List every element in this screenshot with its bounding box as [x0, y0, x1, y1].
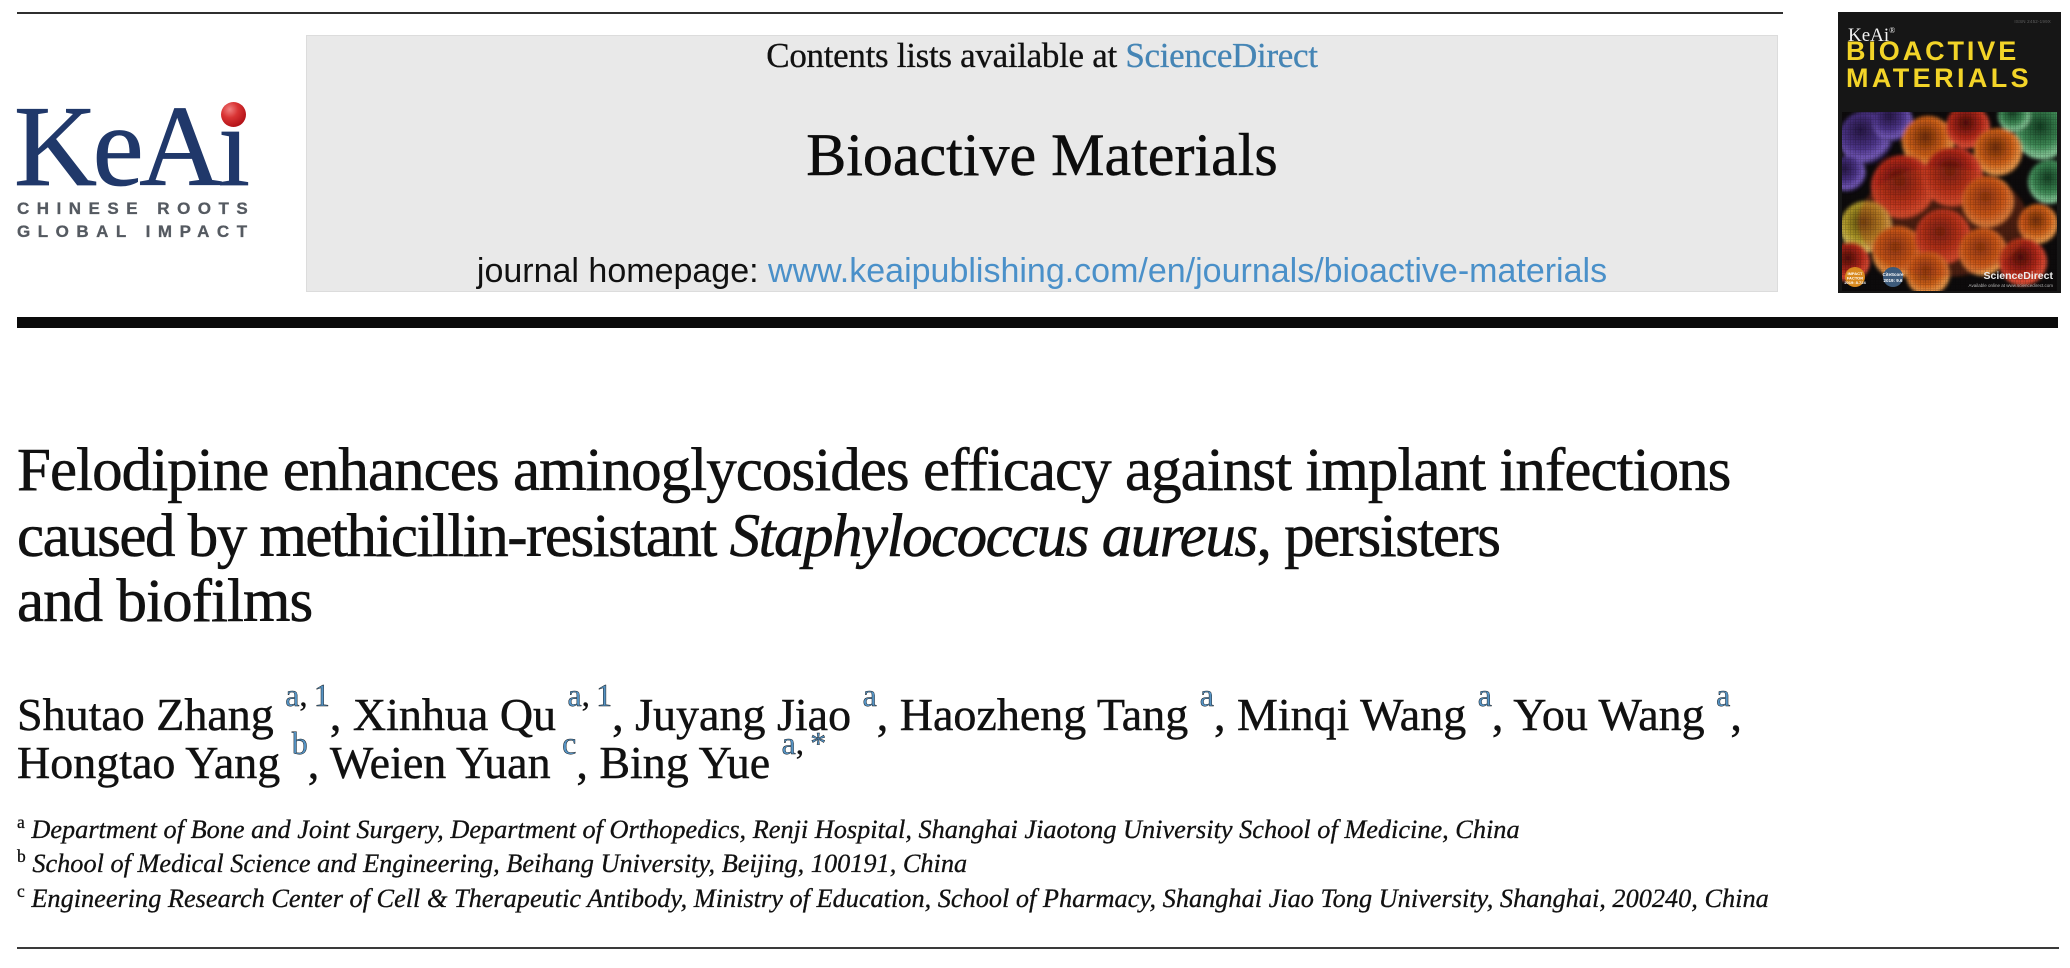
svg-text:CiteScore: CiteScore — [1882, 272, 1904, 277]
svg-text:BIOACTIVE: BIOACTIVE — [1846, 36, 2019, 66]
svg-text:FACTOR: FACTOR — [1847, 276, 1863, 281]
svg-text:MATERIALS: MATERIALS — [1846, 63, 2032, 93]
svg-text:IMPACT: IMPACT — [1847, 271, 1863, 276]
svg-text:ISSN 2452-199X: ISSN 2452-199X — [2014, 19, 2051, 24]
svg-text:2019: 9.6: 2019: 9.6 — [1883, 278, 1903, 283]
svg-text:Available online at www.scienc: Available online at www.sciencedirect.co… — [1969, 283, 2054, 288]
svg-text:ScienceDirect: ScienceDirect — [1984, 270, 2054, 282]
svg-text:2019: 8.724: 2019: 8.724 — [1844, 280, 1866, 285]
svg-text:KeAi®: KeAi® — [1848, 25, 1895, 46]
